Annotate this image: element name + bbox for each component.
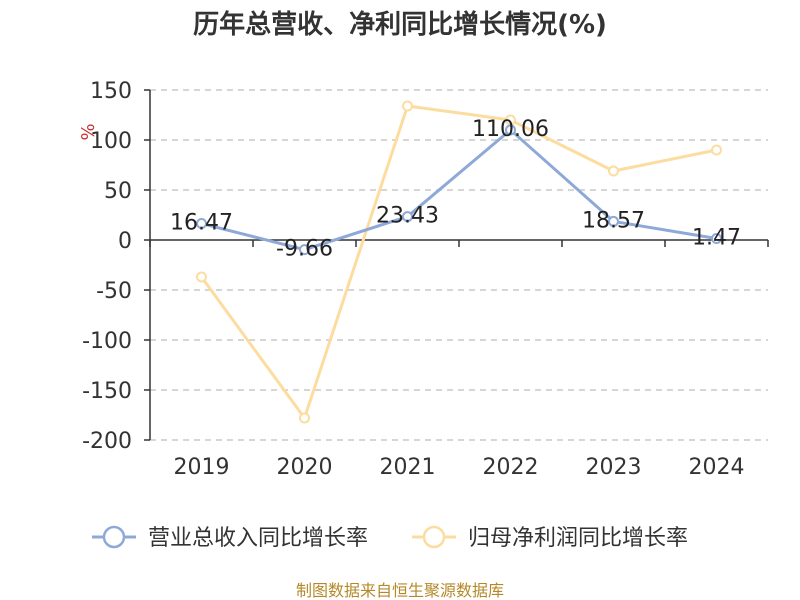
revenue-point	[196, 218, 207, 230]
x-tick-label: 2023	[586, 455, 642, 480]
x-tick-label: 2019	[174, 455, 230, 480]
legend-revenue-label: 营业总收入同比增长率	[148, 526, 368, 551]
y-tick-label: -200	[82, 429, 132, 454]
legend-profit-marker	[422, 525, 446, 549]
grid-lines	[150, 89, 768, 441]
revenue-data-label: 16.47	[170, 211, 233, 236]
chart-title: 历年总营收、净利同比增长情况(%)	[193, 9, 607, 40]
revenue-series-line	[201, 128, 717, 252]
y-tick-label: 150	[90, 79, 132, 104]
y-tick-label: 100	[90, 129, 132, 154]
y-tick-label: 0	[118, 229, 132, 254]
x-tick-label: 2020	[277, 455, 333, 480]
source-note: 制图数据来自恒生聚源数据库	[296, 581, 504, 600]
revenue-data-label: 110.06	[472, 117, 549, 142]
profit-series-line	[200, 104, 717, 420]
y-axis-ticks: 150 100 50 0 -50 -100 -150 -200	[82, 79, 132, 454]
revenue-data-label: 1.47	[692, 226, 741, 251]
revenue-data-label: 18.57	[582, 208, 645, 233]
y-tick-label: -100	[82, 329, 132, 354]
revenue-data-label: 23.43	[376, 204, 439, 229]
legend-profit-label: 归母净利润同比增长率	[468, 526, 688, 551]
x-tick-label: 2022	[483, 455, 539, 480]
data-labels: 16.47 -9.66 23.43 110.06 18.57 1.47	[170, 117, 741, 262]
profit-point	[402, 100, 413, 112]
axes	[144, 89, 769, 441]
revenue-point	[711, 233, 722, 245]
revenue-point	[299, 244, 310, 256]
legend: 营业总收入同比增长率 归母净利润同比增长率	[92, 525, 688, 551]
revenue-data-label: -9.66	[276, 237, 333, 262]
revenue-point	[402, 211, 413, 223]
profit-point	[608, 165, 619, 177]
legend-revenue-marker	[102, 525, 126, 549]
x-axis-ticks: 2019 2020 2021 2022 2023 2024	[174, 455, 745, 480]
y-axis-unit: %	[78, 123, 99, 140]
profit-point	[711, 144, 722, 156]
revenue-point	[608, 215, 619, 227]
profit-point	[299, 412, 310, 424]
y-tick-label: -50	[96, 279, 132, 304]
profit-point	[196, 271, 207, 283]
revenue-point	[505, 124, 516, 136]
series-lines	[196, 100, 722, 424]
y-tick-label: 50	[104, 179, 132, 204]
x-tick-label: 2021	[380, 455, 436, 480]
y-tick-label: -150	[82, 379, 132, 404]
x-tick-label: 2024	[689, 455, 745, 480]
